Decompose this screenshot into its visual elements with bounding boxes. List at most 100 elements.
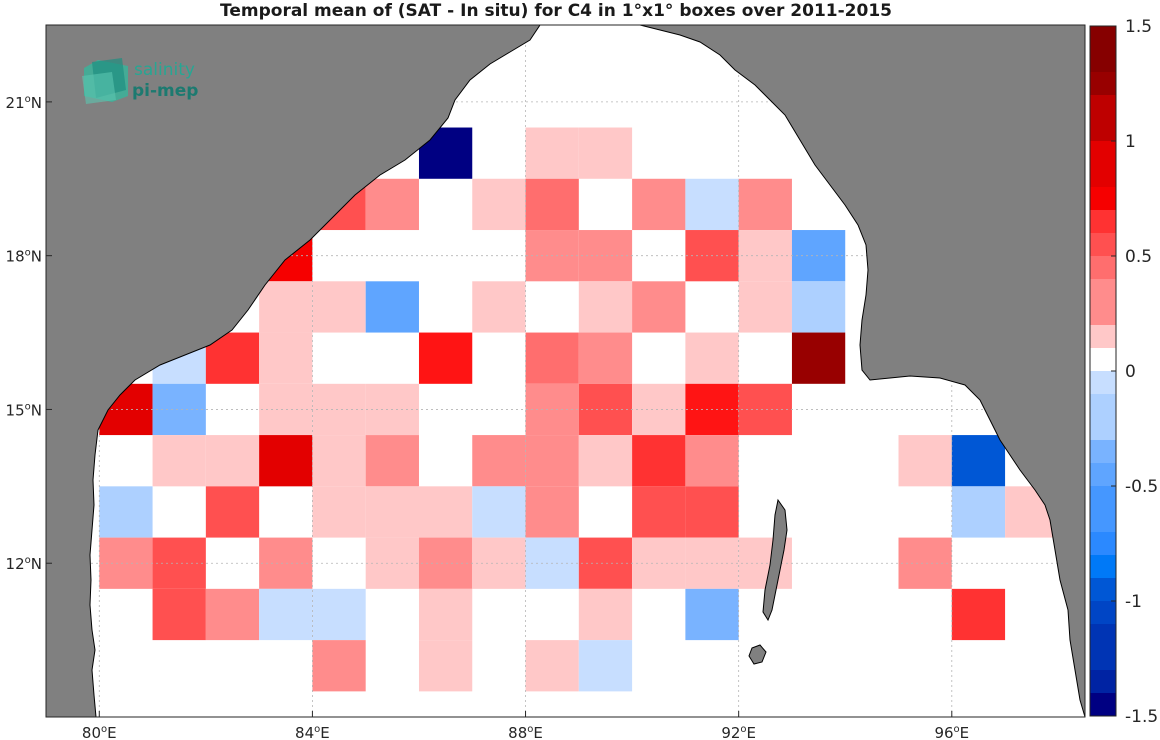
axis-tick-label: 18oN — [6, 248, 42, 266]
colorbar-tick-label: 1 — [1125, 132, 1136, 152]
colorbar-bin — [1090, 26, 1116, 50]
land-india — [45, 24, 541, 718]
heatmap-cell — [951, 486, 1006, 538]
logo-text-salinity: salinity — [134, 60, 195, 80]
heatmap-cell — [418, 588, 473, 641]
heatmap-cell — [578, 127, 633, 179]
heatmap-cell — [99, 537, 153, 589]
heatmap-cell — [365, 435, 419, 487]
heatmap-cell — [312, 281, 366, 333]
heatmap-cell — [365, 281, 419, 333]
heatmap-cell — [472, 178, 526, 231]
heatmap-cell — [472, 281, 526, 333]
colorbar-bin — [1090, 417, 1116, 441]
axis-tick-label: 12oN — [6, 555, 42, 573]
colorbar-bin — [1090, 371, 1116, 395]
heatmap-cell — [259, 281, 313, 333]
axis-tick-label: 21oN — [6, 94, 42, 112]
colorbar-bin — [1090, 164, 1116, 188]
colorbar-tick-label: 1.5 — [1125, 17, 1152, 37]
colorbar-bin — [1090, 256, 1116, 280]
colorbar-bin — [1090, 486, 1116, 510]
axis-tick-label: 88oE — [508, 724, 543, 740]
heatmap-cell — [685, 332, 739, 384]
heatmap-cell — [525, 435, 579, 487]
heatmap-cell — [632, 281, 686, 333]
colorbar-bin — [1090, 578, 1116, 602]
axis-labels: 80oE 84oE 88oE 92oE 96oE 12oN 15oN 18oN 21oN — [6, 94, 970, 740]
heatmap-cell — [951, 588, 1006, 641]
colorbar-bin — [1090, 210, 1116, 234]
axis-tick-label: 80oE — [82, 724, 117, 740]
heatmap-cell — [951, 435, 1006, 487]
colorbar-bin — [1090, 95, 1116, 119]
heatmap-cell — [525, 640, 579, 692]
axis-tick-label: 15oN — [6, 401, 42, 419]
colorbar-bin — [1090, 647, 1116, 671]
heatmap-cell — [365, 486, 419, 538]
heatmap-cell — [312, 640, 366, 692]
colorbar-bin — [1090, 394, 1116, 418]
colorbar-tick-label: -0.5 — [1125, 477, 1158, 497]
colorbar-bin — [1090, 693, 1116, 717]
heatmap-cell — [578, 588, 633, 641]
colorbar-bin — [1090, 440, 1116, 464]
colorbar-bin — [1090, 601, 1116, 625]
heatmap-cell — [472, 435, 526, 487]
salinity-pi-mep-logo: salinity pi-mep — [82, 58, 198, 104]
heatmap-cell — [632, 486, 686, 538]
heatmap-cell — [205, 486, 260, 538]
heatmap-cell — [205, 435, 260, 487]
colorbar-bin — [1090, 670, 1116, 694]
heatmap-cell — [525, 486, 579, 538]
heatmap-cell — [472, 486, 526, 538]
heatmap-cell — [578, 281, 633, 333]
colorbar-ticks: 1.5 1 0.5 0 -0.5 -1 -1.5 — [1111, 17, 1158, 727]
heatmap-cell — [685, 435, 739, 487]
heatmap-cell — [525, 178, 579, 231]
heatmap-cell — [205, 588, 260, 641]
colorbar-bin — [1090, 187, 1116, 211]
heatmap-cell — [418, 332, 473, 384]
heatmap-cell — [418, 640, 473, 692]
map-frame — [45, 24, 1086, 718]
heatmap-cell — [578, 640, 633, 692]
colorbar-bin — [1090, 325, 1116, 349]
axis-tick-label: 84oE — [295, 724, 330, 740]
andaman-islands — [762, 498, 788, 622]
heatmap-cell — [685, 588, 739, 641]
heatmap-cell — [578, 435, 633, 487]
colorbar-bin — [1090, 141, 1116, 165]
land-east-asia — [639, 24, 1086, 718]
colorbar-bin — [1090, 463, 1116, 487]
colorbar-bin — [1090, 555, 1116, 579]
heatmap-cell — [259, 588, 313, 641]
colorbar-bin — [1090, 118, 1116, 142]
colorbar-bin — [1090, 279, 1116, 303]
heatmap-cell — [685, 486, 739, 538]
heatmap-cell — [259, 435, 313, 487]
colorbar-bin — [1090, 49, 1116, 73]
heatmap-cell — [312, 588, 366, 641]
heatmap-cell — [738, 281, 792, 333]
heatmap-cell — [738, 178, 792, 231]
colorbar-tick-label: -1.5 — [1125, 707, 1158, 727]
heatmap-cell — [632, 178, 686, 231]
axis-tick-label: 92oE — [721, 724, 756, 740]
heatmap-cell — [259, 332, 313, 384]
colorbar-bin — [1090, 233, 1116, 257]
colorbar-bins — [1090, 26, 1116, 717]
heatmap-cell — [898, 435, 952, 487]
colorbar-bin — [1090, 509, 1116, 533]
colorbar-tick-label: 0 — [1125, 362, 1136, 382]
nicobar-island — [748, 644, 767, 665]
heatmap-cell — [791, 332, 846, 384]
heatmap-cell — [578, 332, 633, 384]
colorbar: 1.5 1 0.5 0 -0.5 -1 -1.5 — [1089, 17, 1158, 727]
heatmap-cell — [259, 537, 313, 589]
heatmap-cell — [259, 383, 313, 436]
colorbar-bin — [1090, 532, 1116, 556]
axis-tick-label: 96oE — [934, 724, 969, 740]
map-title: Temporal mean of (SAT - In situ) for C4 … — [220, 1, 892, 21]
